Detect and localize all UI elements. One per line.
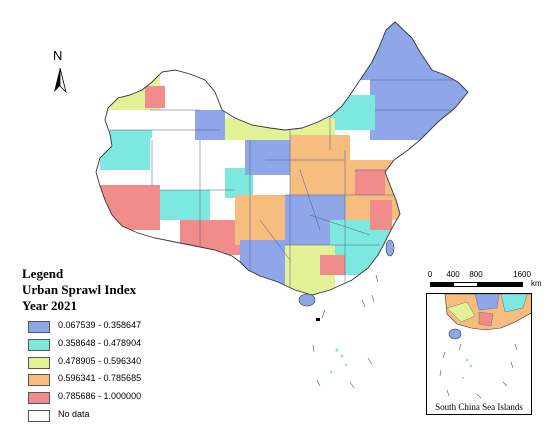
legend-swatch bbox=[28, 374, 50, 387]
region-shandong bbox=[355, 170, 385, 195]
legend-swatch bbox=[28, 338, 50, 351]
legend-swatch bbox=[28, 321, 50, 333]
legend: Legend Urban Sprawl Index Year 2021 0.06… bbox=[22, 266, 202, 422]
south-china-sea-islands-main bbox=[312, 274, 379, 389]
legend-subtitle: Urban Sprawl Index bbox=[22, 282, 137, 297]
scale-label-800: 800 bbox=[469, 270, 483, 279]
scale-label-400: 400 bbox=[446, 270, 460, 279]
scale-unit: km bbox=[531, 279, 542, 288]
legend-swatch bbox=[28, 392, 50, 405]
south-china-sea-inset: South China Sea Islands bbox=[426, 293, 532, 415]
scale-segment bbox=[477, 283, 523, 286]
legend-swatch bbox=[28, 356, 50, 369]
legend-swatch bbox=[28, 409, 50, 422]
scale-segment bbox=[431, 283, 454, 286]
region-northeast-plain bbox=[330, 95, 375, 130]
region-heilongjiang bbox=[355, 22, 468, 80]
region-jiangsu bbox=[370, 200, 392, 230]
inset-caption: South China Sea Islands bbox=[435, 402, 523, 412]
legend-item-label: 0.785686 - 1.000000 bbox=[58, 391, 142, 402]
region-xinjiang-northwest bbox=[145, 86, 165, 108]
region-pearl-delta bbox=[320, 255, 345, 275]
region-boundaries bbox=[110, 79, 468, 295]
taiwan-island bbox=[385, 239, 395, 257]
legend-year: Year 2021 bbox=[22, 298, 78, 313]
inset-map bbox=[439, 294, 531, 399]
region-gansu bbox=[245, 140, 290, 175]
region-north-china bbox=[290, 135, 350, 195]
china-landmass bbox=[95, 21, 469, 307]
legend-item-label: 0.067539 - 0.358647 bbox=[58, 320, 142, 330]
north-arrow-label: N bbox=[53, 48, 63, 63]
region-tibet-west bbox=[100, 185, 160, 230]
scale-label-1600: 1600 bbox=[513, 270, 531, 279]
legend-title: Legend bbox=[22, 266, 64, 281]
region-yunnan bbox=[240, 240, 285, 285]
hainan-island bbox=[298, 293, 316, 307]
scale-bar: 0 400 800 1600 km bbox=[425, 270, 542, 292]
legend-item-label: 0.596341 - 0.785685 bbox=[58, 373, 142, 384]
region-xinjiang-south bbox=[150, 138, 195, 183]
legend-item-label: 0.358648 - 0.478904 bbox=[58, 337, 142, 348]
scale-bar-graphic bbox=[430, 282, 523, 287]
region-xinjiang-east bbox=[195, 110, 225, 140]
region-tibet-center bbox=[160, 190, 210, 220]
legend-item-label: 0.478905 - 0.596340 bbox=[58, 355, 142, 366]
scale-label-0: 0 bbox=[427, 270, 433, 279]
north-arrow bbox=[54, 67, 67, 94]
legend-item-label: No data bbox=[58, 408, 90, 419]
